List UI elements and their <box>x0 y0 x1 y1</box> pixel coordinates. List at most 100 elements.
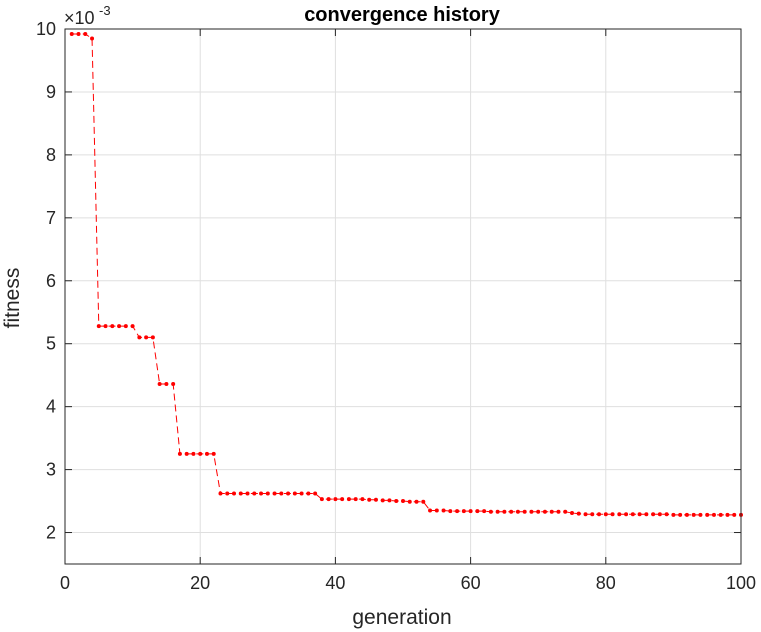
data-point <box>319 497 324 502</box>
data-point <box>184 451 189 456</box>
data-point <box>732 512 737 517</box>
data-point <box>630 512 635 517</box>
data-point <box>651 512 656 517</box>
data-point <box>90 36 95 41</box>
data-point <box>657 512 662 517</box>
data-point <box>428 508 433 513</box>
data-point <box>549 509 554 514</box>
axes-box <box>64 28 742 565</box>
data-point <box>130 324 135 329</box>
data-point <box>624 512 629 517</box>
y-tick-labels: 2 3 4 5 6 7 8 9 10 <box>36 19 56 543</box>
data-point <box>238 491 243 496</box>
data-point <box>684 512 689 517</box>
data-point <box>265 491 270 496</box>
data-point <box>252 491 257 496</box>
data-point <box>117 324 122 329</box>
data-point <box>367 497 372 502</box>
data-point <box>373 497 378 502</box>
data-point <box>637 512 642 517</box>
data-point <box>718 512 723 517</box>
data-point <box>340 497 345 502</box>
y-tick-label: 8 <box>46 145 56 165</box>
data-point <box>164 381 169 386</box>
data-point <box>150 335 155 340</box>
data-point <box>502 509 507 514</box>
data-point <box>698 512 703 517</box>
series-layer <box>69 32 743 517</box>
y-tick-label: 10 <box>36 19 56 39</box>
data-point <box>96 324 101 329</box>
y-tick-label: 9 <box>46 82 56 102</box>
data-point <box>69 32 74 37</box>
y-tick-label: 5 <box>46 334 56 354</box>
data-point <box>346 497 351 502</box>
y-tick-label: 2 <box>46 523 56 543</box>
data-point <box>259 491 264 496</box>
data-point <box>461 509 466 514</box>
data-point <box>286 491 291 496</box>
data-point <box>515 509 520 514</box>
data-point <box>279 491 284 496</box>
data-point <box>157 381 162 386</box>
data-point <box>488 509 493 514</box>
data-point <box>306 491 311 496</box>
tick-marks <box>64 28 742 564</box>
data-point <box>475 509 480 514</box>
data-point <box>495 509 500 514</box>
data-point <box>191 451 196 456</box>
data-point <box>232 491 236 496</box>
x-tick-label: 20 <box>190 573 210 593</box>
series-line <box>71 33 741 516</box>
data-point <box>198 451 203 456</box>
data-point <box>570 511 574 516</box>
data-point <box>536 509 541 514</box>
data-point <box>597 512 602 517</box>
data-point <box>401 499 405 504</box>
data-point <box>455 509 460 514</box>
data-point <box>542 509 547 514</box>
data-point <box>583 512 588 517</box>
data-point <box>509 509 514 514</box>
data-point <box>245 491 250 496</box>
data-point <box>576 511 581 516</box>
data-point <box>434 508 439 513</box>
data-point <box>522 509 527 514</box>
x-tick-label: 80 <box>596 573 616 593</box>
data-point <box>313 491 318 496</box>
y-exponent-base: ×10 <box>64 8 95 28</box>
data-point <box>333 497 338 502</box>
data-point <box>617 512 622 517</box>
data-point <box>171 381 176 386</box>
data-point <box>482 509 487 514</box>
x-tick-labels: 0 20 40 60 80 100 <box>60 573 756 593</box>
data-point <box>123 324 128 329</box>
data-point <box>671 512 676 517</box>
data-point <box>144 335 149 340</box>
data-point <box>468 509 473 514</box>
x-tick-label: 60 <box>461 573 481 593</box>
data-point <box>691 512 696 517</box>
data-point <box>380 498 385 503</box>
plot-area <box>65 29 741 564</box>
data-point <box>177 451 182 456</box>
data-point <box>407 499 412 504</box>
data-point <box>394 499 399 504</box>
data-point <box>711 512 716 517</box>
y-axis-label: fitness <box>1 268 24 329</box>
data-point <box>292 491 297 496</box>
data-point <box>705 512 710 517</box>
data-point <box>603 512 608 517</box>
data-point <box>563 509 568 514</box>
data-point <box>441 508 446 513</box>
y-tick-label: 6 <box>46 271 56 291</box>
data-point <box>272 491 277 496</box>
data-point <box>204 451 209 456</box>
data-point <box>103 324 108 329</box>
data-point <box>387 498 392 503</box>
data-point <box>644 512 649 517</box>
y-exponent-power: -3 <box>99 3 111 18</box>
data-point <box>225 491 230 496</box>
data-point <box>218 491 223 496</box>
